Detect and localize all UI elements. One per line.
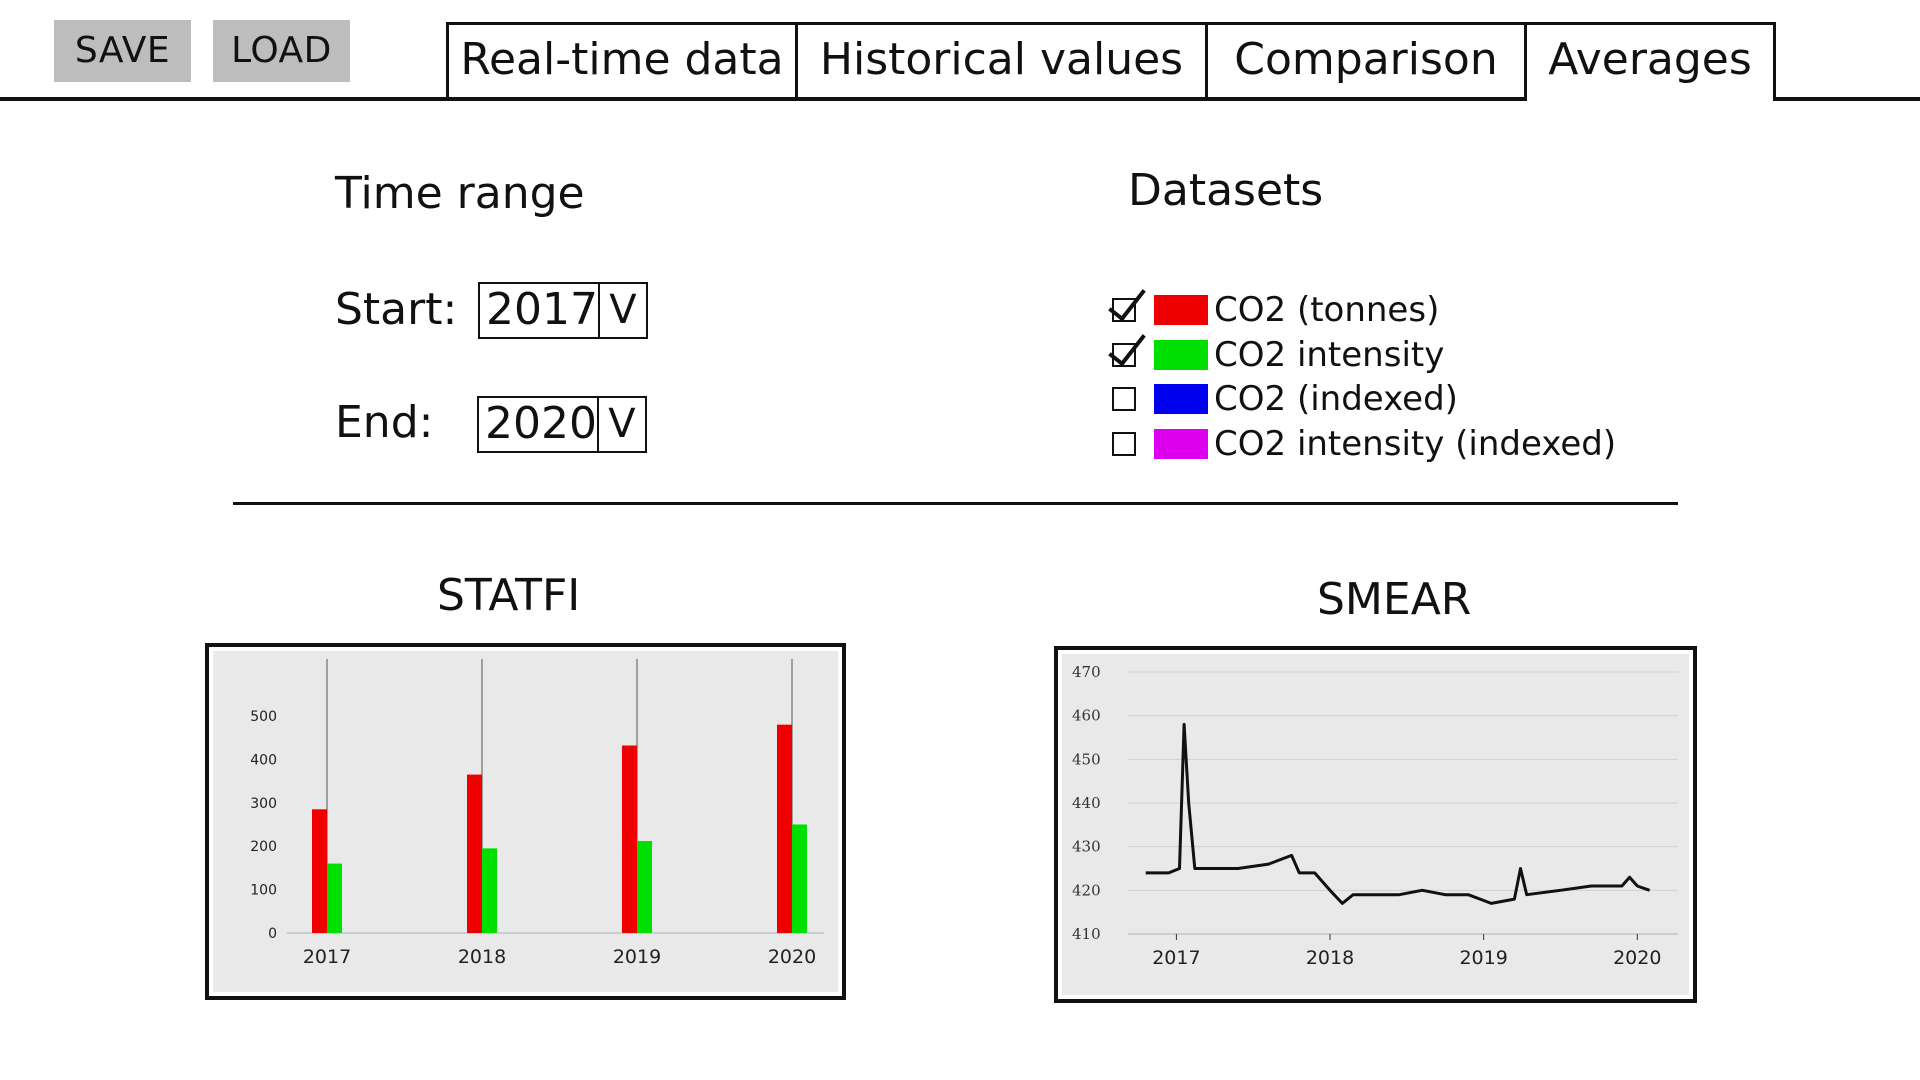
y-tick-label: 100 bbox=[250, 883, 277, 899]
y-tick-label: 470 bbox=[1072, 663, 1101, 681]
end-year-value: 2020 bbox=[485, 398, 597, 449]
dataset-co2-tonnes[interactable]: CO2 (tonnes) bbox=[1112, 290, 1439, 330]
start-year-value: 2017 bbox=[486, 284, 598, 335]
dataset-checkbox[interactable] bbox=[1112, 298, 1136, 322]
dataset-color-swatch bbox=[1154, 429, 1208, 459]
dataset-co2-intensity[interactable]: CO2 intensity bbox=[1112, 335, 1444, 375]
dataset-color-swatch bbox=[1154, 384, 1208, 414]
x-tick-label: 2019 bbox=[613, 946, 661, 968]
series-line bbox=[1145, 722, 1651, 905]
tab-historical-values[interactable]: Historical values bbox=[795, 22, 1208, 97]
dataset-label: CO2 (indexed) bbox=[1214, 379, 1458, 419]
section-divider bbox=[233, 502, 1678, 505]
y-tick-label: 420 bbox=[1072, 881, 1101, 899]
bar bbox=[312, 809, 327, 933]
load-button[interactable]: LOAD bbox=[213, 20, 350, 82]
y-tick-label: 410 bbox=[1072, 925, 1101, 943]
y-tick-label: 450 bbox=[1072, 750, 1101, 768]
dataset-label: CO2 (tonnes) bbox=[1214, 290, 1440, 330]
start-year-dropdown[interactable]: 2017 V bbox=[478, 282, 648, 339]
y-tick-label: 0 bbox=[268, 926, 277, 942]
statfi-title: STATFI bbox=[437, 570, 581, 621]
y-tick-label: 430 bbox=[1072, 838, 1101, 856]
chevron-down-icon[interactable]: V bbox=[596, 398, 645, 451]
x-tick-label: 2019 bbox=[1459, 947, 1507, 969]
bar bbox=[467, 774, 482, 933]
y-tick-label: 200 bbox=[250, 839, 277, 855]
x-tick-label: 2018 bbox=[1306, 947, 1354, 969]
y-tick-label: 500 bbox=[250, 709, 277, 725]
dataset-label: CO2 intensity (indexed) bbox=[1214, 424, 1617, 464]
chart-background bbox=[1062, 654, 1689, 995]
dataset-checkbox[interactable] bbox=[1112, 343, 1136, 367]
y-tick-label: 440 bbox=[1072, 794, 1101, 812]
statfi-chart-frame: 0 100 200 300 400 500 2017 2018 2019 2020 bbox=[205, 643, 846, 1000]
bar bbox=[777, 724, 792, 933]
time-range-heading: Time range bbox=[335, 168, 585, 219]
bar bbox=[637, 840, 652, 933]
chevron-down-icon[interactable]: V bbox=[597, 284, 646, 337]
dataset-checkbox[interactable] bbox=[1112, 387, 1136, 411]
tab-comparison[interactable]: Comparison bbox=[1205, 22, 1527, 97]
smear-chart-frame: 410 420 430 440 450 460 470 2017 2018 2019 2020 bbox=[1054, 646, 1697, 1003]
dataset-label: CO2 intensity bbox=[1214, 335, 1445, 375]
x-tick-label: 2020 bbox=[768, 946, 816, 968]
end-year-dropdown[interactable]: 2020 V bbox=[477, 396, 647, 453]
bar bbox=[622, 745, 637, 933]
end-label: End: bbox=[335, 397, 434, 448]
tab-bar-line bbox=[0, 97, 1920, 101]
chart-background bbox=[213, 651, 838, 992]
y-tick-label: 300 bbox=[250, 796, 277, 812]
datasets-heading: Datasets bbox=[1128, 165, 1324, 216]
smear-line-chart: 410 420 430 440 450 460 470 2017 2018 2019 2020 bbox=[1062, 654, 1689, 995]
statfi-bar-chart: 0 100 200 300 400 500 2017 2018 2019 2020 bbox=[213, 651, 838, 992]
tab-real-time-data[interactable]: Real-time data bbox=[446, 22, 798, 97]
dataset-checkbox[interactable] bbox=[1112, 432, 1136, 456]
x-tick-label: 2017 bbox=[303, 946, 351, 968]
dataset-color-swatch bbox=[1154, 340, 1208, 370]
bar bbox=[327, 863, 342, 933]
y-tick-label: 400 bbox=[250, 752, 277, 768]
x-tick-label: 2017 bbox=[1152, 947, 1200, 969]
dataset-color-swatch bbox=[1154, 295, 1208, 325]
smear-title: SMEAR bbox=[1317, 574, 1472, 625]
y-tick-label: 460 bbox=[1072, 707, 1101, 725]
bar bbox=[482, 848, 497, 933]
x-tick-label: 2018 bbox=[458, 946, 506, 968]
dataset-co2-indexed[interactable]: CO2 (indexed) bbox=[1112, 379, 1458, 419]
tab-averages[interactable]: Averages bbox=[1524, 22, 1776, 101]
start-label: Start: bbox=[335, 284, 458, 335]
dataset-co2-intensity-indexed[interactable]: CO2 intensity (indexed) bbox=[1112, 424, 1616, 464]
save-button[interactable]: SAVE bbox=[54, 20, 191, 82]
x-tick-label: 2020 bbox=[1613, 947, 1661, 969]
bar bbox=[792, 824, 807, 933]
